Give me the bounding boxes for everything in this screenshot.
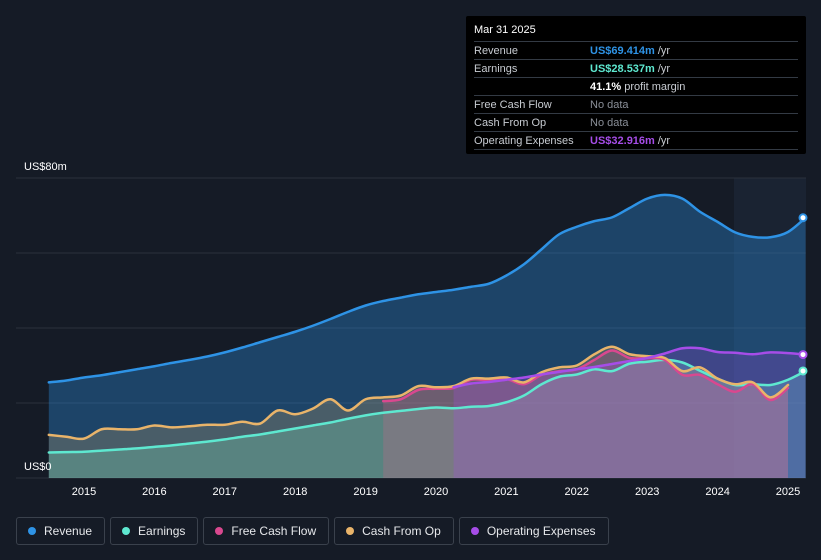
hover-tooltip: Mar 31 2025 Revenue US$69.414m/yr Earnin… — [466, 16, 806, 154]
x-tick-label: 2024 — [705, 486, 729, 498]
series-lines — [47, 193, 807, 454]
grid-lines — [16, 177, 806, 479]
x-tick-label: 2019 — [353, 486, 377, 498]
operating-expenses-area — [453, 347, 806, 478]
x-tick-label: 2023 — [635, 486, 659, 498]
tooltip-key: Earnings — [474, 62, 518, 75]
tooltip-row-operating-expenses: Operating Expenses US$32.916m/yr — [474, 132, 798, 150]
tooltip-unit: /yr — [657, 44, 671, 57]
tooltip-row-free-cash-flow: Free Cash Flow No data — [474, 96, 798, 114]
tooltip-value: No data — [590, 116, 629, 129]
x-tick-label: 2021 — [494, 486, 518, 498]
y-axis-max-label: US$80m — [24, 161, 67, 173]
tooltip-key: Operating Expenses — [474, 134, 574, 147]
legend-dot-icon — [122, 527, 131, 535]
revenue-line — [47, 193, 807, 384]
tooltip-unit: /yr — [657, 62, 671, 75]
earnings-area — [48, 359, 806, 478]
legend-item-earnings[interactable]: Earnings — [110, 517, 199, 545]
cash-from-op-area — [48, 346, 789, 478]
x-tick-label: 2022 — [565, 486, 589, 498]
legend-dot-icon — [215, 527, 224, 535]
tooltip-value: US$32.916m — [590, 134, 655, 147]
earnings-endpoint — [798, 366, 808, 376]
legend-label: Earnings — [138, 524, 186, 538]
legend-item-revenue[interactable]: Revenue — [16, 517, 106, 545]
x-axis-ticks: 2015 2016 2017 2018 2019 2020 2021 2022 2023 2024… — [72, 486, 800, 498]
tooltip-value: No data — [590, 98, 629, 111]
tooltip-row-earnings: Earnings US$28.537m/yr — [474, 60, 798, 78]
tooltip-unit: profit margin — [624, 80, 686, 93]
tooltip-row-cash-from-op: Cash From Op No data — [474, 114, 798, 132]
series-endpoints — [798, 213, 808, 376]
series-areas — [48, 194, 806, 478]
legend-item-cash-from-op[interactable]: Cash From Op — [334, 517, 454, 545]
tooltip-key: Cash From Op — [474, 116, 547, 129]
tooltip-row-revenue: Revenue US$69.414m/yr — [474, 42, 798, 60]
x-tick-label: 2018 — [283, 486, 307, 498]
tooltip-value: US$28.537m — [590, 62, 655, 75]
tooltip-date: Mar 31 2025 — [474, 24, 798, 42]
tooltip-key: Free Cash Flow — [474, 98, 552, 111]
tooltip-unit: /yr — [657, 134, 671, 147]
x-tick-label: 2020 — [424, 486, 448, 498]
tooltip-value: US$69.414m — [590, 44, 655, 57]
earnings-line — [47, 358, 807, 454]
x-tick-label: 2016 — [142, 486, 166, 498]
tooltip-key: Revenue — [474, 44, 519, 57]
y-axis-min-label: US$0 — [24, 461, 52, 473]
revenue-endpoint — [798, 213, 808, 223]
legend-item-operating-expenses[interactable]: Operating Expenses — [458, 517, 609, 545]
x-tick-label: 2025 — [776, 486, 800, 498]
x-tick-label: 2017 — [213, 486, 237, 498]
legend-item-free-cash-flow[interactable]: Free Cash Flow — [203, 517, 330, 545]
legend-dot-icon — [28, 527, 36, 535]
tooltip-row-profit-margin: 41.1% profit margin — [474, 78, 798, 96]
legend-label: Revenue — [44, 524, 93, 538]
free-cash-flow-line — [381, 349, 790, 403]
cash-from-op-line — [47, 345, 790, 441]
x-tick-label: 2015 — [72, 486, 96, 498]
legend-label: Free Cash Flow — [231, 524, 317, 538]
operating-expenses-endpoint — [798, 350, 808, 360]
operating-expenses-line — [452, 346, 807, 389]
tooltip-value: 41.1% — [590, 80, 622, 93]
chart-legend: Revenue Earnings Free Cash Flow Cash Fro… — [16, 517, 609, 545]
legend-label: Cash From Op — [362, 524, 441, 538]
legend-label: Operating Expenses — [486, 524, 596, 538]
legend-dot-icon — [470, 527, 479, 535]
legend-dot-icon — [346, 527, 355, 535]
revenue-area — [48, 194, 806, 478]
